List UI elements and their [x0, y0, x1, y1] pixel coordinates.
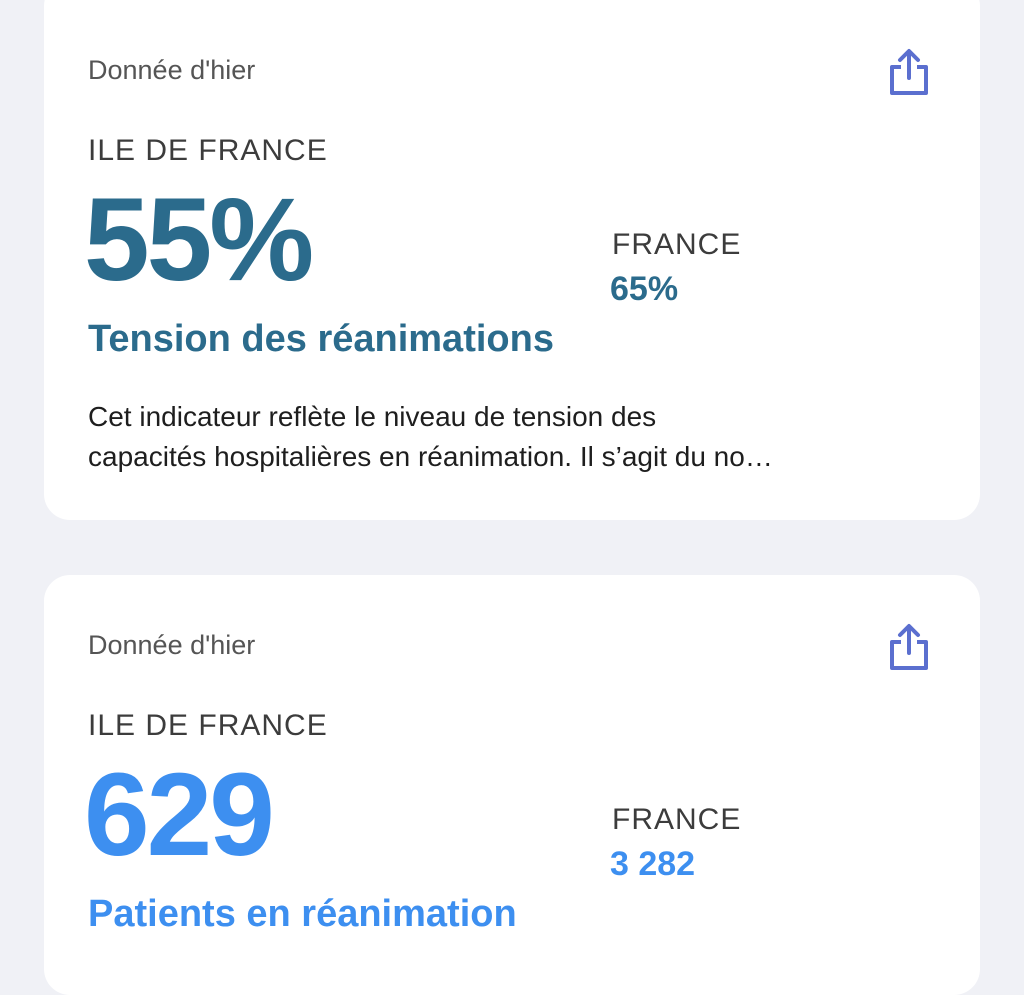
france-label: FRANCE [612, 228, 742, 261]
share-icon [890, 624, 928, 670]
indicator-title: Tension des réanimations [88, 318, 554, 360]
region-label: ILE DE FRANCE [88, 134, 328, 167]
date-label: Donnée d'hier [88, 55, 256, 85]
description-line: Cet indicateur reflète le niveau de tens… [88, 401, 657, 432]
main-value: 629 [84, 749, 275, 881]
metric-card: Donnée d'hier ILE DE FRANCE 629 FRANCE 3 282… [44, 575, 980, 995]
indicator-title: Patients en réanimation [88, 893, 517, 935]
france-label: FRANCE [612, 803, 742, 836]
description-line: capacités hospitalières en réanimation. … [88, 441, 773, 472]
region-label: ILE DE FRANCE [88, 709, 328, 742]
france-value: 3 282 [610, 845, 696, 883]
screen: {"cards": [ {"date_label": "Donnée d'hie… [44, 0, 980, 995]
france-value: 65% [610, 270, 679, 308]
metric-card: Donnée d'hier ILE DE FRANCE 55% FRANCE 65% Te… [44, 0, 980, 520]
share-button[interactable] [886, 47, 932, 97]
share-icon [890, 49, 928, 95]
share-button[interactable] [886, 622, 932, 672]
date-label: Donnée d'hier [88, 630, 256, 660]
main-value: 55% [84, 174, 314, 306]
